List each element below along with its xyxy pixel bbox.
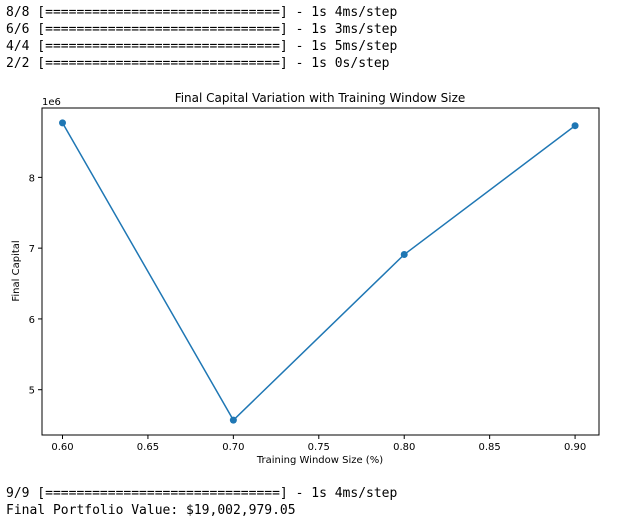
x-axis-label: Training Window Size (%) xyxy=(256,455,383,466)
x-tick-label: 0.85 xyxy=(479,442,501,453)
x-tick-label: 0.80 xyxy=(393,442,415,453)
y-tick-label: 7 xyxy=(29,244,35,255)
log-line-4: 2/2 [==============================] - 1… xyxy=(6,56,390,71)
y-axis-ticks: 5 6 7 8 xyxy=(29,173,42,397)
series-line xyxy=(61,122,576,422)
log-line-1: 8/8 [==============================] - 1… xyxy=(6,5,398,20)
log-line-3: 4/4 [==============================] - 1… xyxy=(6,39,398,54)
final-portfolio-value: Final Portfolio Value: $19,002,979.05 xyxy=(6,503,296,518)
y-axis-offset-label: 1e6 xyxy=(42,97,61,108)
log-line-2: 6/6 [==============================] - 1… xyxy=(6,22,398,37)
x-tick-label: 0.65 xyxy=(137,442,159,453)
x-tick-label: 0.60 xyxy=(51,442,73,453)
data-point xyxy=(400,251,408,259)
y-tick-label: 8 xyxy=(29,173,35,184)
data-point xyxy=(571,122,579,130)
data-point xyxy=(59,119,67,127)
y-tick-label: 6 xyxy=(29,315,35,326)
y-axis-label: Final Capital xyxy=(11,240,22,301)
plot-frame xyxy=(41,107,600,436)
chart-title: Final Capital Variation with Training Wi… xyxy=(175,91,466,105)
data-point xyxy=(229,416,237,424)
x-axis-ticks: 0.60 0.65 0.70 0.75 0.80 0.85 0.90 xyxy=(51,435,586,453)
series-layer xyxy=(59,119,579,424)
x-tick-label: 0.90 xyxy=(564,442,586,453)
x-tick-label: 0.70 xyxy=(222,442,244,453)
y-tick-label: 5 xyxy=(29,386,35,397)
log-line-5: 9/9 [==============================] - 1… xyxy=(6,486,398,501)
x-tick-label: 0.75 xyxy=(308,442,330,453)
